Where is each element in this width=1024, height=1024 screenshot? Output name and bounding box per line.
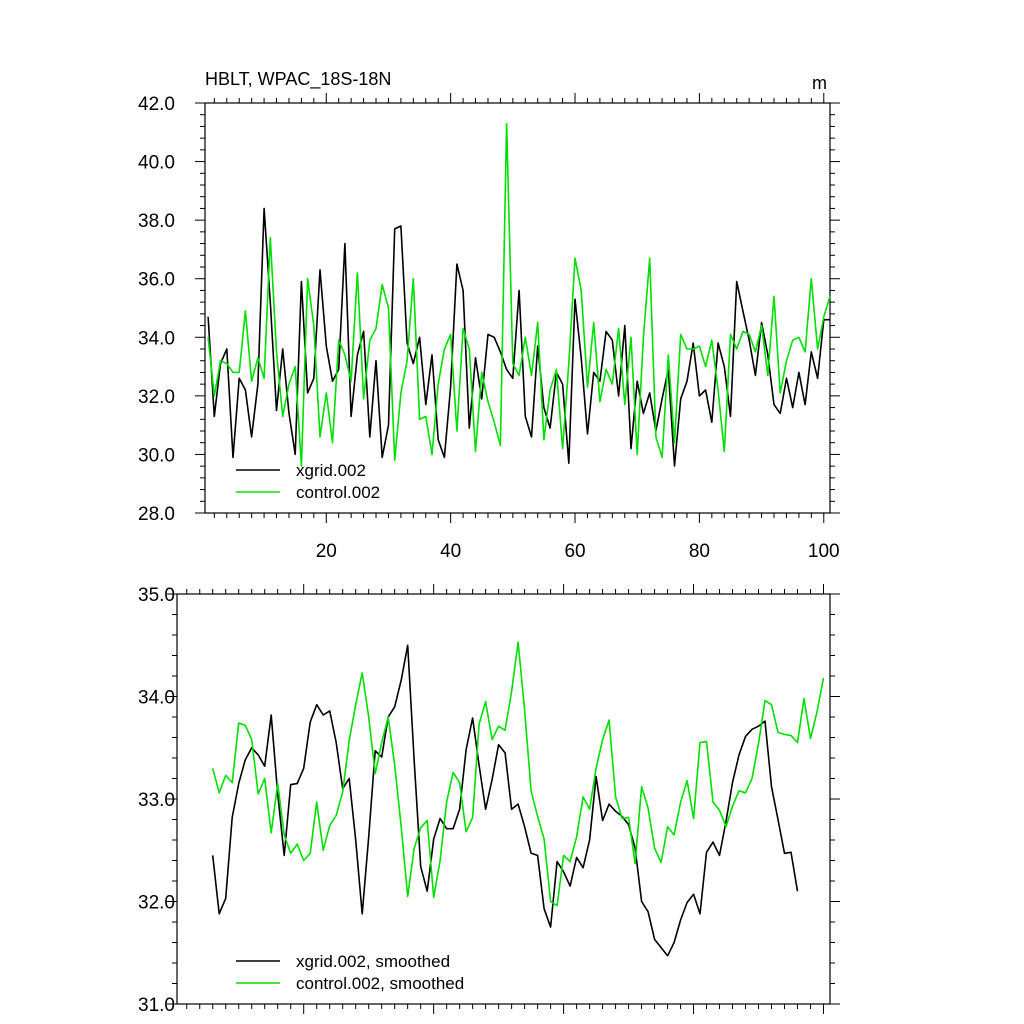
legend-label: control.002, smoothed xyxy=(296,974,464,993)
y-tick-label: 38.0 xyxy=(138,211,175,232)
y-tick-label: 30.0 xyxy=(138,445,175,466)
y-tick-label: 40.0 xyxy=(138,153,175,174)
x-tick-label: 40 xyxy=(440,541,461,562)
chart-panel-1: 20 40 60 80 100 28.0 30.0 32.0 34.0 36.0 38.0 40.0 4… xyxy=(138,69,840,562)
legend-label: control.002 xyxy=(296,483,380,502)
y-tick-label: 42.0 xyxy=(138,94,175,115)
chart-title: HBLT, WPAC_18S-18N xyxy=(205,69,391,90)
x-tick-label: 100 xyxy=(808,541,840,562)
series-line-xgrid-002-smoothed xyxy=(211,644,799,957)
series-line-control-002 xyxy=(207,122,831,467)
x-tick-label: 20 xyxy=(316,541,337,562)
plot-frame xyxy=(204,102,831,514)
legend-label: xgrid.002 xyxy=(296,461,366,480)
series-line-xgrid-002 xyxy=(207,207,830,467)
y-tick-label: 28.0 xyxy=(138,504,175,525)
y-tick-label: 36.0 xyxy=(138,270,175,291)
y-tick-label: 34.0 xyxy=(138,328,175,349)
y-tick-label: 32.0 xyxy=(138,387,175,408)
y-tick-label: 34.0 xyxy=(138,688,175,709)
x-tick-label: 60 xyxy=(564,541,585,562)
y-tick-label: 32.0 xyxy=(138,893,175,914)
y-tick-label: 35.0 xyxy=(138,585,175,606)
legend-label: xgrid.002, smoothed xyxy=(296,952,450,971)
x-tick-label: 80 xyxy=(689,541,710,562)
units-label: m xyxy=(812,73,827,93)
y-tick-label: 31.0 xyxy=(138,995,175,1016)
y-tick-label: 33.0 xyxy=(138,790,175,811)
chart-panel-2: 31.0 32.0 33.0 34.0 35.0 xgrid.002, smoothed c… xyxy=(138,584,840,1016)
series-line-control-002-smoothed xyxy=(211,641,825,907)
